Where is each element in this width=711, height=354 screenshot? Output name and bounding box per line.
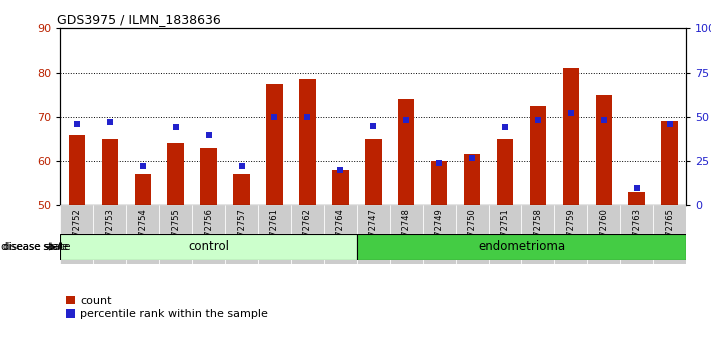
Text: endometrioma: endometrioma (478, 240, 565, 253)
Bar (134, 175, 151, 205)
FancyBboxPatch shape (587, 205, 620, 264)
Text: GDS3975 / ILMN_1838636: GDS3975 / ILMN_1838636 (58, 13, 221, 26)
FancyBboxPatch shape (357, 205, 390, 264)
FancyBboxPatch shape (127, 205, 159, 264)
Bar (365, 139, 382, 205)
FancyBboxPatch shape (258, 205, 291, 264)
Text: GSM572762: GSM572762 (303, 208, 312, 259)
FancyBboxPatch shape (390, 205, 422, 264)
Text: GSM572749: GSM572749 (434, 208, 444, 259)
FancyBboxPatch shape (422, 205, 456, 264)
FancyBboxPatch shape (620, 205, 653, 264)
Text: GSM572751: GSM572751 (501, 208, 510, 259)
Bar (332, 170, 348, 205)
Text: GSM572763: GSM572763 (632, 208, 641, 259)
Bar (497, 139, 513, 205)
Text: control: control (188, 240, 229, 253)
Bar (530, 106, 546, 205)
FancyBboxPatch shape (521, 205, 555, 264)
Bar (398, 99, 415, 205)
Text: GSM572758: GSM572758 (533, 208, 542, 259)
Bar (299, 79, 316, 205)
FancyBboxPatch shape (324, 205, 357, 264)
FancyBboxPatch shape (488, 205, 521, 264)
Text: GSM572764: GSM572764 (336, 208, 345, 259)
Bar (233, 175, 250, 205)
Text: disease state: disease state (1, 242, 73, 252)
FancyBboxPatch shape (159, 205, 192, 264)
Text: GSM572756: GSM572756 (204, 208, 213, 259)
FancyBboxPatch shape (291, 205, 324, 264)
FancyBboxPatch shape (192, 205, 225, 264)
Text: GSM572765: GSM572765 (665, 208, 674, 259)
Bar (102, 139, 118, 205)
Text: GSM572753: GSM572753 (105, 208, 114, 259)
Text: disease state: disease state (3, 242, 68, 252)
Bar (464, 154, 481, 205)
Bar (69, 135, 85, 205)
Text: GSM572755: GSM572755 (171, 208, 180, 259)
Text: GSM572760: GSM572760 (599, 208, 609, 259)
Text: GSM572757: GSM572757 (237, 208, 246, 259)
Text: GSM572750: GSM572750 (468, 208, 476, 259)
FancyBboxPatch shape (60, 205, 93, 264)
FancyBboxPatch shape (456, 205, 488, 264)
Text: GSM572747: GSM572747 (369, 208, 378, 259)
Bar (201, 148, 217, 205)
FancyBboxPatch shape (93, 205, 127, 264)
Text: GSM572754: GSM572754 (138, 208, 147, 259)
Text: GSM572759: GSM572759 (567, 208, 575, 259)
Legend: count, percentile rank within the sample: count, percentile rank within the sample (66, 296, 268, 319)
Bar (60, 234, 357, 260)
Bar (266, 84, 283, 205)
Bar (661, 121, 678, 205)
FancyBboxPatch shape (225, 205, 258, 264)
Bar (168, 143, 184, 205)
FancyBboxPatch shape (653, 205, 686, 264)
Bar (629, 192, 645, 205)
Bar (357, 234, 686, 260)
Bar (562, 68, 579, 205)
Bar (431, 161, 447, 205)
Text: GSM572748: GSM572748 (402, 208, 411, 259)
Bar (596, 95, 612, 205)
Text: GSM572761: GSM572761 (270, 208, 279, 259)
FancyBboxPatch shape (555, 205, 587, 264)
Text: GSM572752: GSM572752 (73, 208, 81, 259)
